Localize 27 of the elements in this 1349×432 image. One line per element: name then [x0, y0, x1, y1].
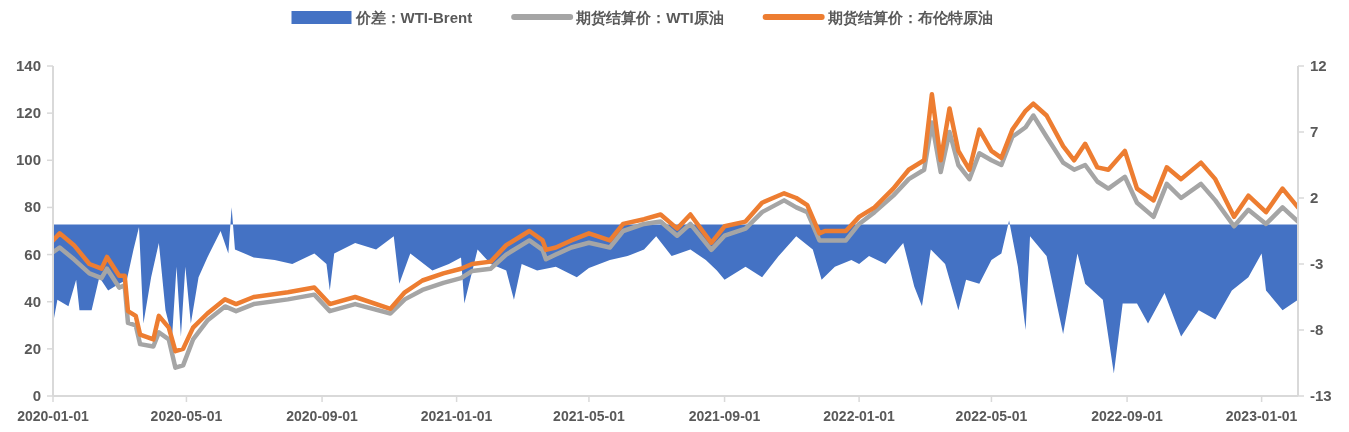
y-tick-label: 40: [24, 292, 41, 310]
legend-label: 价差：WTI-Brent: [354, 9, 473, 26]
y-tick-label: 60: [24, 245, 41, 263]
x-tick-label: 2022-05-01: [955, 408, 1028, 424]
y-tick-label: 140: [15, 57, 41, 74]
x-tick-label: 2020-01-01: [17, 408, 90, 424]
y2-tick-label: 7: [1310, 123, 1319, 140]
y-tick-label: 80: [24, 198, 41, 216]
y2-tick-label: 2: [1310, 189, 1319, 206]
x-tick-label: 2022-01-01: [823, 408, 896, 424]
y2-tick-label: -13: [1310, 387, 1332, 404]
y2-tick-label: -8: [1310, 321, 1324, 338]
x-tick-label: 2023-01-01: [1225, 408, 1298, 424]
x-tick-label: 2020-09-01: [286, 408, 359, 424]
legend-label: 期货结算价：布伦特原油: [826, 9, 993, 26]
legend-label: 期货结算价：WTI原油: [575, 9, 724, 26]
y2-tick-label: 12: [1310, 57, 1327, 74]
y-tick-label: 120: [15, 104, 41, 122]
y-tick-label: 0: [32, 387, 41, 404]
y-tick-label: 100: [15, 151, 41, 169]
y2-tick-label: -3: [1310, 255, 1324, 272]
x-tick-label: 2022-09-01: [1091, 408, 1164, 424]
x-tick-label: 2021-05-01: [553, 408, 625, 424]
x-tick-label: 2021-01-01: [420, 408, 493, 424]
x-tick-label: 2020-05-01: [150, 408, 223, 424]
x-tick-label: 2021-09-01: [688, 408, 761, 424]
y-tick-label: 20: [24, 339, 41, 357]
